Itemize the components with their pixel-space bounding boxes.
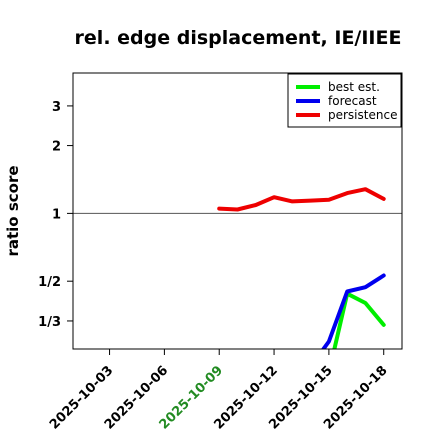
legend-label: best est.	[328, 80, 380, 94]
y-tick-label: 1/3	[38, 315, 61, 330]
series-line-persistence	[217, 187, 386, 212]
plot-area: 1/31/21232025-10-032025-10-062025-10-092…	[38, 72, 403, 433]
chart-title: rel. edge displacement, IE/IIEE	[75, 27, 402, 49]
y-tick-label: 3	[52, 100, 61, 115]
legend-label: forecast	[328, 94, 377, 108]
y-tick-label: 2	[52, 140, 61, 155]
plot-frame	[72, 72, 403, 350]
y-axis-label: ratio score	[4, 165, 22, 256]
series-line-best-est-	[332, 291, 386, 349]
legend-label: persistence	[328, 108, 397, 122]
y-tick-label: 1	[52, 207, 61, 222]
y-tick-label: 1/2	[38, 275, 61, 290]
series-line-forecast	[321, 273, 386, 349]
